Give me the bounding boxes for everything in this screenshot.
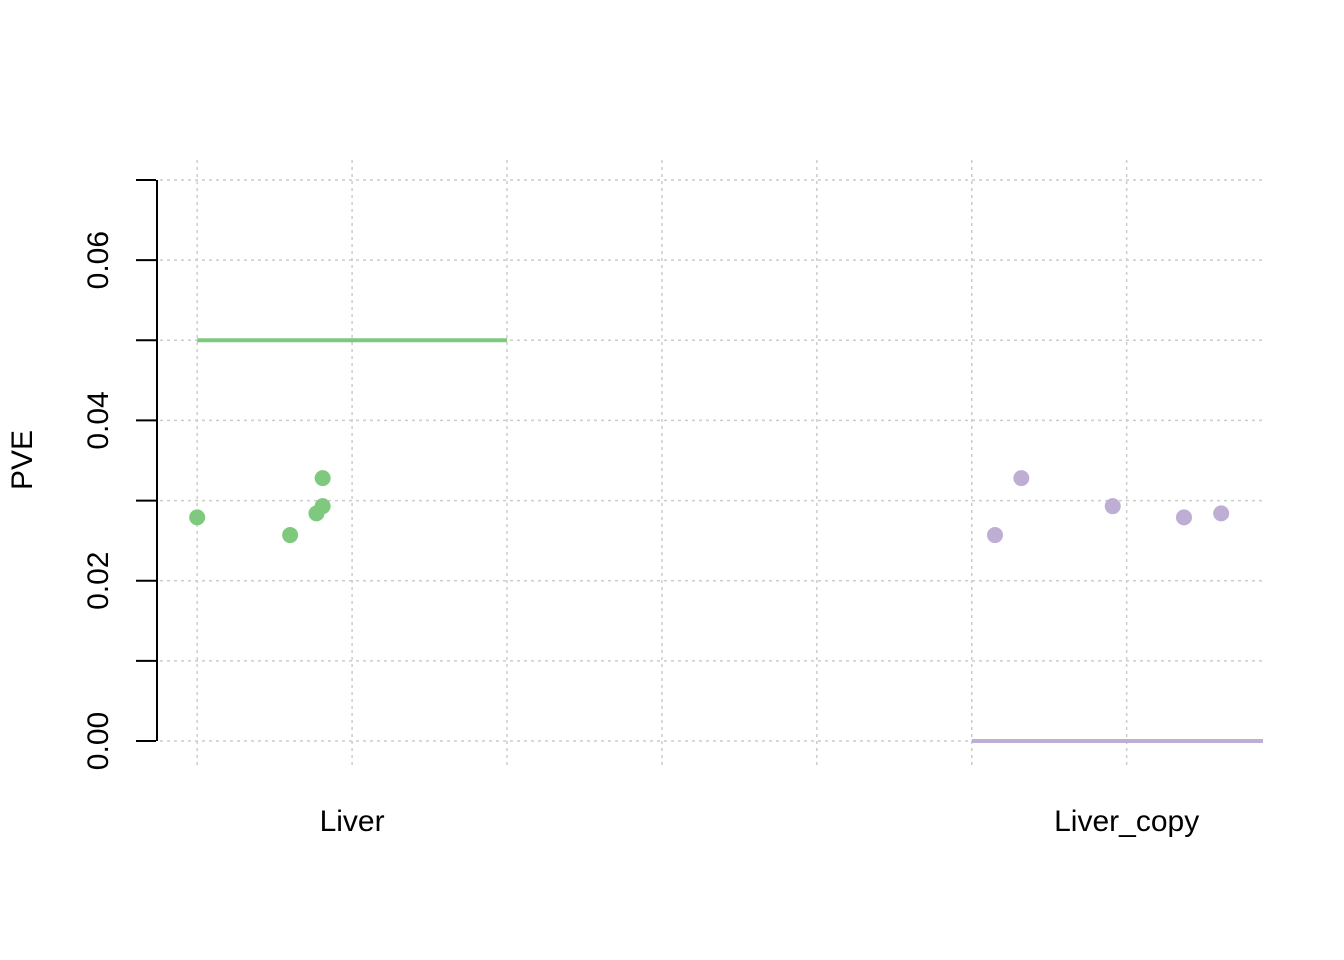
y-tick-label: 0.00: [82, 712, 115, 770]
point: [314, 498, 331, 515]
point: [1013, 470, 1030, 487]
point: [189, 509, 206, 526]
x-tick-label: Liver: [320, 805, 385, 838]
y-tick-label: 0.06: [82, 231, 115, 289]
point: [1104, 498, 1121, 515]
y-tick-label: 0.02: [82, 552, 115, 610]
point: [314, 470, 331, 487]
point: [986, 527, 1003, 544]
point: [282, 527, 299, 544]
point: [1175, 509, 1192, 526]
point: [1213, 505, 1230, 522]
x-tick-label: Liver_copy: [1054, 805, 1199, 838]
y-axis-label: PVE: [6, 430, 39, 490]
y-tick-label: 0.04: [82, 391, 115, 449]
